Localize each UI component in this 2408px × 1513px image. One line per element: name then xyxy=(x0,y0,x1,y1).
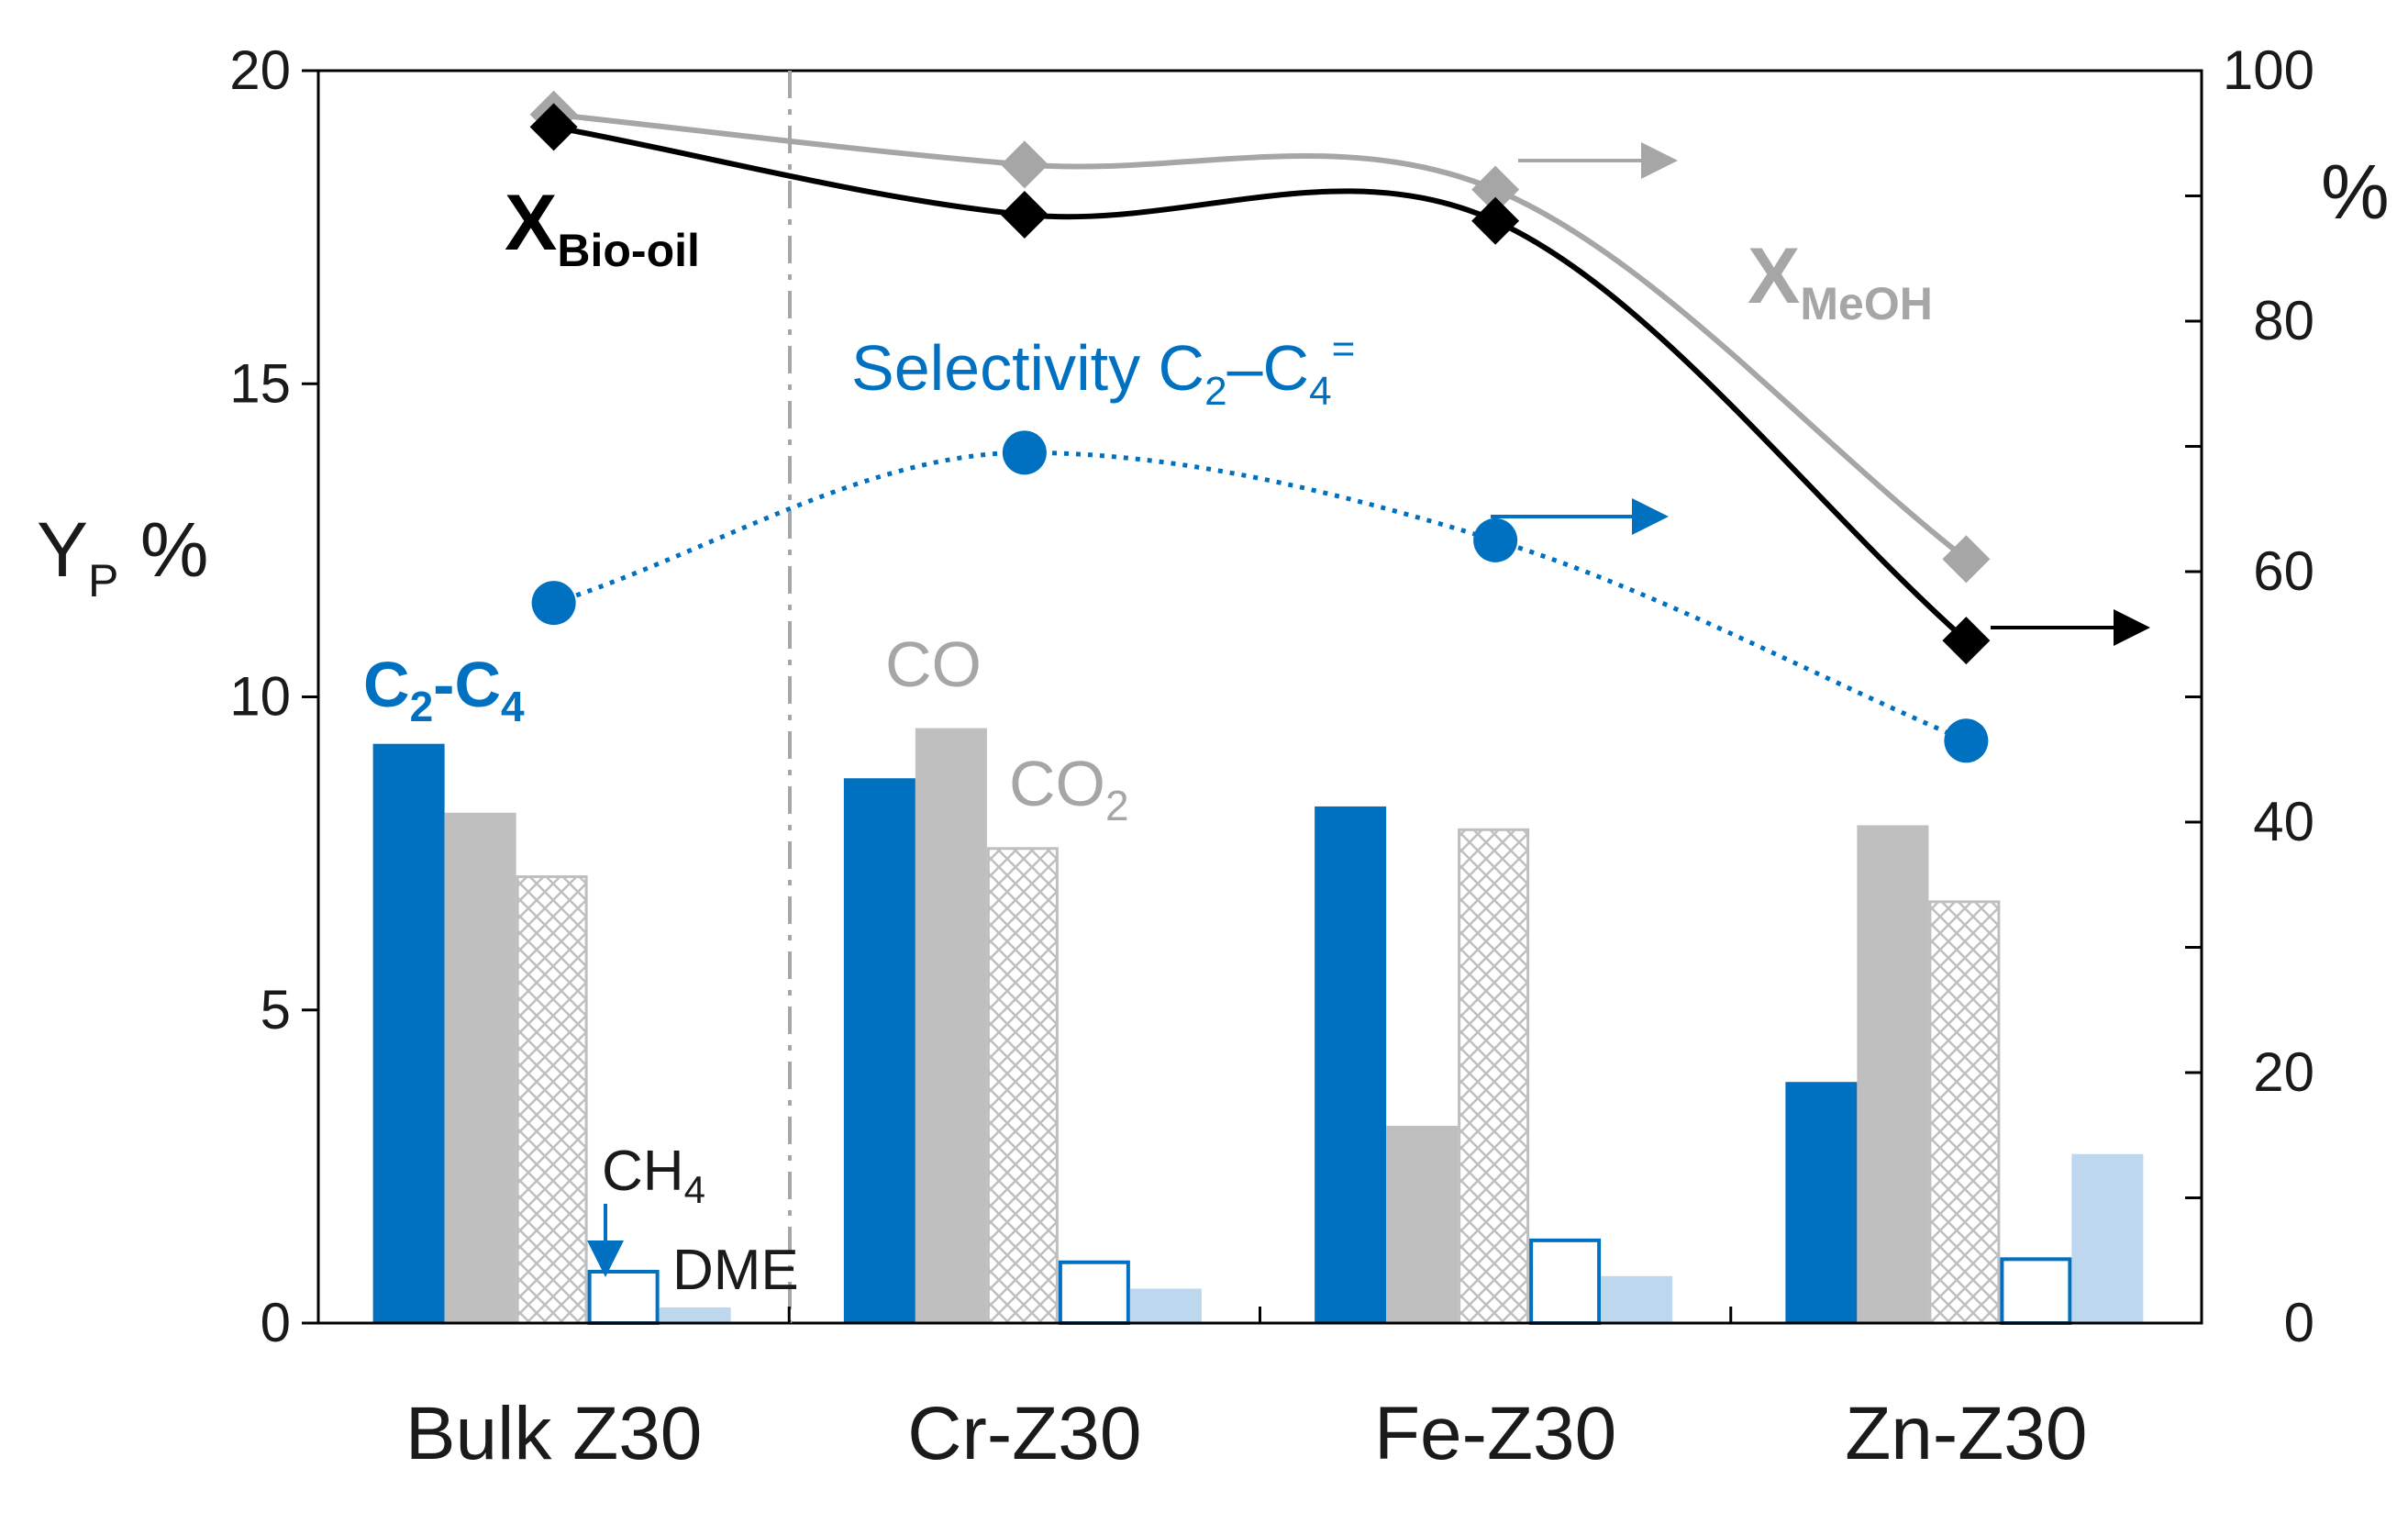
marker-x-meoh-fe-z30 xyxy=(1471,165,1520,214)
ch4-label: CH4 xyxy=(602,1140,705,1211)
left-axis-label-sub: P xyxy=(88,555,118,606)
bar-dme-bulk-z30 xyxy=(659,1307,731,1323)
marker-selectivity-c2-c4-bulk-z30 xyxy=(531,581,576,626)
line-x-meoh xyxy=(553,111,1969,562)
marker-x-bio-oil-cr-z30 xyxy=(1000,190,1049,239)
bar-co2-zn-z30 xyxy=(1928,900,2001,1325)
left-axis-label-unit: % xyxy=(118,506,208,593)
right-tick-label-100: 100 xyxy=(2223,39,2314,101)
bar-dme-cr-z30 xyxy=(1129,1288,1202,1323)
ch4-sub: 4 xyxy=(684,1168,705,1211)
line-x-bio-oil xyxy=(553,124,1969,643)
bar-co-zn-z30 xyxy=(1857,825,1929,1323)
marker-x-meoh-cr-z30 xyxy=(1000,140,1049,189)
bar-co2-bulk-z30 xyxy=(516,875,588,1325)
axes-layer: 0 5 10 15 20 0 20 40 60 80 100 Bulk Z30 Cr-Z30 Fe-Z30… xyxy=(229,39,2314,1475)
xbio-oil-main: X xyxy=(505,179,557,267)
selectivity-label: Selectivity C2–C4= xyxy=(851,327,1355,414)
c2c4-sub1: 2 xyxy=(410,683,434,730)
marker-selectivity-c2-c4-fe-z30 xyxy=(1473,517,1518,562)
category-label-bulk-z30: Bulk Z30 xyxy=(405,1392,703,1475)
c2c4-sub2: 4 xyxy=(501,683,525,730)
category-label-fe-z30: Fe-Z30 xyxy=(1374,1392,1616,1475)
right-tick-label-20: 20 xyxy=(2253,1041,2314,1103)
bar-ch4-fe-z30 xyxy=(1529,1238,1602,1326)
marker-x-bio-oil-zn-z30 xyxy=(1942,617,1991,665)
ch4-main: CH xyxy=(602,1140,684,1203)
marker-selectivity-c2-c4-zn-z30 xyxy=(1944,718,1989,763)
right-tick-label-60: 60 xyxy=(2253,540,2314,602)
left-tick-label-0: 0 xyxy=(261,1292,291,1353)
c2c4-mid: -C xyxy=(433,649,501,720)
xmeoh-main: X xyxy=(1748,232,1800,320)
selectivity-sub1: 2 xyxy=(1204,369,1226,414)
right-axis-label: % xyxy=(2321,149,2390,235)
xbio-oil-label: XBio-oil xyxy=(505,179,700,276)
left-tick-label-5: 5 xyxy=(261,979,291,1040)
category-label-cr-z30: Cr-Z30 xyxy=(907,1392,1141,1475)
left-tick-label-10: 10 xyxy=(229,666,291,728)
bar-c2-c4-fe-z30 xyxy=(1315,806,1387,1323)
co-label: CO xyxy=(885,629,982,700)
bar-co-bulk-z30 xyxy=(444,812,516,1323)
bar-co2-fe-z30 xyxy=(1458,828,1530,1325)
category-label-zn-z30: Zn-Z30 xyxy=(1845,1392,2087,1475)
selectivity-main: Selectivity C xyxy=(851,332,1204,404)
bar-c2-c4-cr-z30 xyxy=(843,778,915,1323)
xmeoh-sub: MeOH xyxy=(1800,278,1932,329)
co2-main: CO xyxy=(1009,748,1105,819)
marker-selectivity-c2-c4-cr-z30 xyxy=(1002,430,1047,475)
bar-ch4-cr-z30 xyxy=(1058,1260,1130,1325)
right-tick-label-80: 80 xyxy=(2253,290,2314,351)
bar-ch4-zn-z30 xyxy=(2000,1257,2072,1326)
c2c4-label: C2-C4 xyxy=(363,649,525,730)
bar-co-cr-z30 xyxy=(915,728,987,1323)
left-tick-label-15: 15 xyxy=(229,352,291,414)
selectivity-dash: –C xyxy=(1227,332,1309,404)
selectivity-sub2: 4 xyxy=(1309,369,1331,414)
dme-label: DME xyxy=(672,1239,799,1302)
co2-label: CO2 xyxy=(1009,748,1129,829)
marker-x-bio-oil-bulk-z30 xyxy=(529,103,578,151)
bar-c2-c4-bulk-z30 xyxy=(372,743,445,1323)
bar-co2-cr-z30 xyxy=(986,847,1059,1325)
co2-sub: 2 xyxy=(1105,782,1129,829)
selectivity-sup: = xyxy=(1332,327,1356,372)
bar-dme-zn-z30 xyxy=(2071,1153,2144,1323)
left-axis-label-main: Y xyxy=(37,506,88,593)
bar-layer xyxy=(372,728,2144,1326)
bar-dme-fe-z30 xyxy=(1601,1275,1673,1323)
line-selectivity-c2-c4 xyxy=(552,450,1968,743)
xmeoh-label: XMeOH xyxy=(1748,232,1933,329)
line-layer xyxy=(529,90,1991,763)
marker-x-meoh-zn-z30 xyxy=(1942,535,1991,584)
left-axis-label: YP % xyxy=(37,506,208,606)
c2c4-main: C xyxy=(363,649,410,720)
bar-ch4-bulk-z30 xyxy=(587,1269,660,1326)
bar-c2-c4-zn-z30 xyxy=(1785,1082,1858,1323)
xbio-oil-sub: Bio-oil xyxy=(557,225,700,276)
left-tick-label-20: 20 xyxy=(229,39,291,101)
marker-x-bio-oil-fe-z30 xyxy=(1471,196,1520,245)
right-tick-label-40: 40 xyxy=(2253,791,2314,852)
right-tick-label-0: 0 xyxy=(2284,1292,2314,1353)
bar-co-fe-z30 xyxy=(1386,1126,1459,1323)
